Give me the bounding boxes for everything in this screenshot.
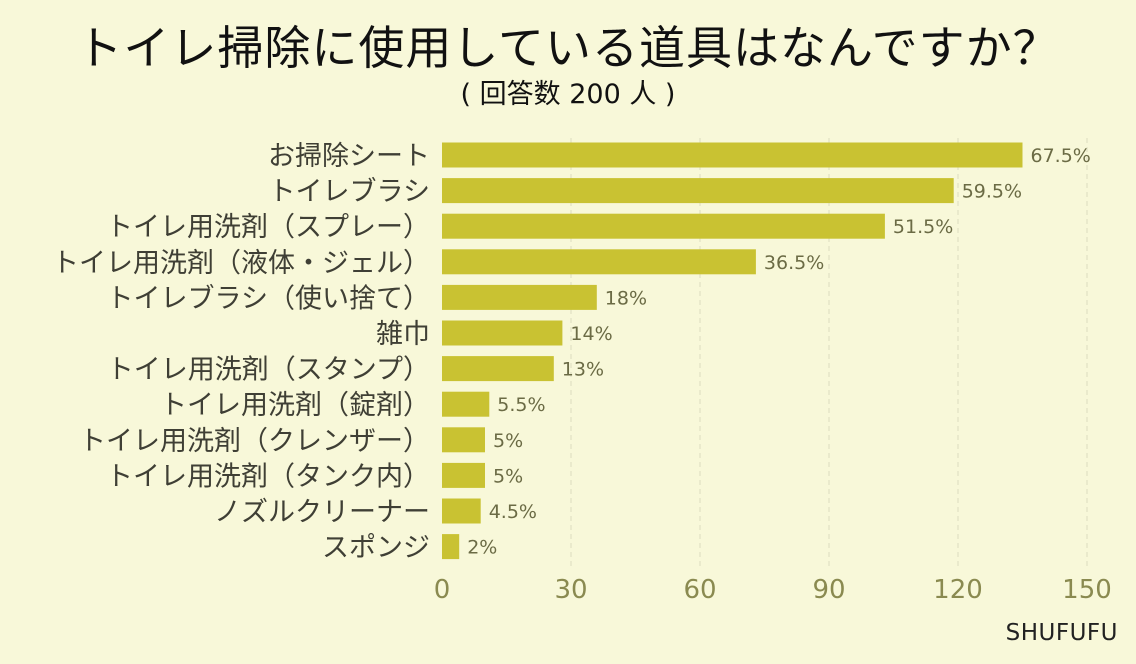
category-label: トイレ用洗剤（液体・ジェル） xyxy=(52,248,430,279)
x-tick-label: 30 xyxy=(554,575,587,605)
chart-title: トイレ掃除に使用している道具はなんですか？ xyxy=(76,21,1060,75)
category-label: トイレ用洗剤（スタンプ） xyxy=(107,355,430,386)
bar xyxy=(442,427,485,453)
x-tick-label: 60 xyxy=(683,575,716,605)
x-tick-label: 150 xyxy=(1062,575,1112,605)
data-label: 13% xyxy=(562,359,604,381)
category-label: 雑巾 xyxy=(376,319,430,350)
x-tick-label: 90 xyxy=(812,575,845,605)
category-label: スポンジ xyxy=(322,533,430,564)
category-label: トイレ用洗剤（クレンザー） xyxy=(79,426,430,457)
bar xyxy=(442,534,460,560)
bar xyxy=(442,142,1023,168)
labels: お掃除シート 67.5% トイレブラシ 59.5% トイレ用洗剤（スプレー） 51.5% ト… xyxy=(52,141,1091,564)
x-tick-label: 0 xyxy=(434,575,451,605)
category-label: トイレ用洗剤（錠剤） xyxy=(160,390,430,421)
category-label: トイレブラシ xyxy=(269,177,430,208)
category-label: トイレ用洗剤（スプレー） xyxy=(106,212,430,243)
source-credit: SHUFUFU xyxy=(1005,620,1118,646)
data-label: 36.5% xyxy=(764,252,824,274)
bar xyxy=(442,320,563,346)
bar xyxy=(442,462,485,488)
bar xyxy=(442,284,597,310)
data-label: 2% xyxy=(467,537,497,559)
data-label: 4.5% xyxy=(489,501,537,523)
chart-subtitle: ( 回答数 200 人 ) xyxy=(460,79,676,110)
data-label: 51.5% xyxy=(893,216,953,238)
data-label: 18% xyxy=(605,287,647,309)
data-label: 5.5% xyxy=(497,394,545,416)
bar xyxy=(442,498,481,524)
category-label: トイレ用洗剤（タンク内） xyxy=(106,461,430,492)
bar xyxy=(442,213,885,239)
x-tick-label: 120 xyxy=(933,575,983,605)
data-label: 67.5% xyxy=(1031,145,1091,167)
x-axis-ticks: 0 30 60 90 120 150 xyxy=(434,575,1112,605)
category-label: お掃除シート xyxy=(268,141,430,172)
bar xyxy=(442,356,554,382)
category-label: ノズルクリーナー xyxy=(214,497,430,528)
bar xyxy=(442,391,490,417)
bars xyxy=(442,142,1023,560)
bar xyxy=(442,249,756,275)
data-label: 59.5% xyxy=(962,181,1022,203)
data-label: 5% xyxy=(493,465,523,487)
data-label: 5% xyxy=(493,430,523,452)
bar xyxy=(442,178,954,204)
data-label: 14% xyxy=(570,323,612,345)
category-label: トイレブラシ（使い捨て） xyxy=(107,283,430,314)
